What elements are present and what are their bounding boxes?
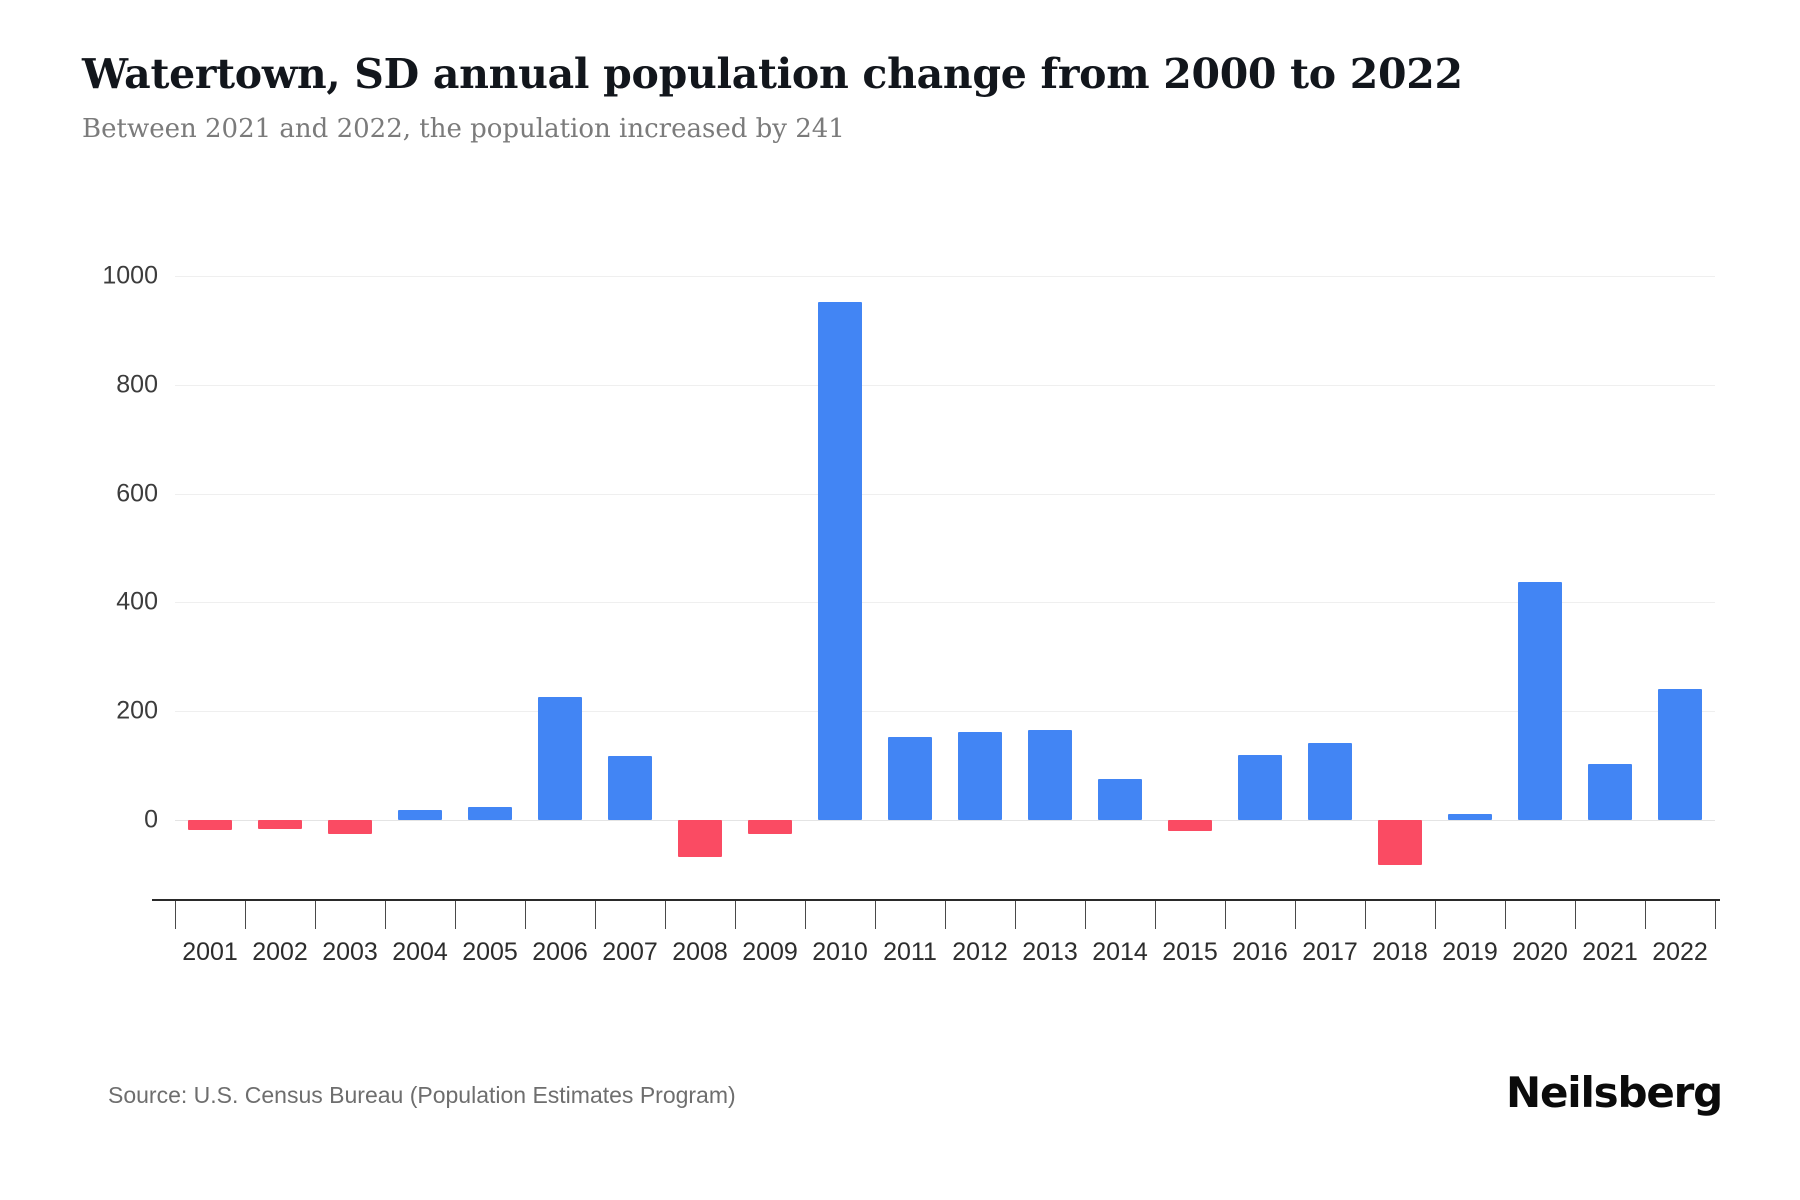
x-axis-label-2015: 2015: [1162, 938, 1218, 966]
x-axis-label-2011: 2011: [883, 938, 937, 966]
x-axis-tick: [1715, 901, 1716, 929]
x-axis-label-2001: 2001: [182, 938, 238, 966]
x-axis-label-2020: 2020: [1512, 938, 1568, 966]
x-axis-label-2009: 2009: [742, 938, 798, 966]
y-axis-tick-label: 600: [116, 479, 158, 508]
gridline: [175, 276, 1715, 277]
x-axis-label-2014: 2014: [1092, 938, 1148, 966]
bar-2016[interactable]: [1238, 755, 1282, 820]
bar-2002[interactable]: [258, 820, 302, 830]
x-axis-label-2005: 2005: [462, 938, 518, 966]
x-axis-label-2006: 2006: [532, 938, 588, 966]
x-axis-label-2008: 2008: [672, 938, 728, 966]
x-axis-tick: [1435, 901, 1436, 929]
x-axis-tick: [385, 901, 386, 929]
x-axis-tick: [1295, 901, 1296, 929]
bar-2015[interactable]: [1168, 820, 1212, 832]
gridline: [175, 602, 1715, 604]
gridline: [175, 711, 1715, 713]
x-axis-tick: [455, 901, 456, 929]
bar-2014[interactable]: [1098, 778, 1142, 820]
bar-2003[interactable]: [328, 820, 372, 835]
bar-2011[interactable]: [888, 736, 932, 820]
bar-2018[interactable]: [1378, 820, 1422, 866]
brand-logo: Neilsberg: [1506, 1068, 1723, 1117]
x-axis-tick: [945, 901, 946, 929]
x-axis-line: [152, 899, 1720, 901]
y-axis-tick-label: 1000: [102, 261, 158, 290]
bar-2008[interactable]: [678, 820, 722, 857]
bar-2004[interactable]: [398, 810, 442, 820]
x-axis-label-2018: 2018: [1372, 938, 1428, 966]
x-axis-label-2016: 2016: [1232, 938, 1288, 966]
x-axis-tick: [1225, 901, 1226, 929]
x-axis-tick: [665, 901, 666, 929]
bar-2001[interactable]: [188, 820, 232, 830]
chart-subtitle: Between 2021 and 2022, the population in…: [82, 114, 845, 145]
x-axis-tick: [1645, 901, 1646, 929]
bar-2005[interactable]: [468, 806, 512, 820]
x-axis-label-2021: 2021: [1582, 938, 1638, 966]
x-axis-tick: [315, 901, 316, 929]
bar-2006[interactable]: [538, 697, 582, 820]
x-axis-label-2002: 2002: [252, 938, 308, 966]
x-axis-tick: [245, 901, 246, 929]
x-axis-tick: [1015, 901, 1016, 929]
bar-series: [175, 0, 1715, 1200]
x-axis-tick: [1155, 901, 1156, 929]
x-axis-tick: [1365, 901, 1366, 929]
x-axis-tick: [735, 901, 736, 929]
bar-2012[interactable]: [958, 732, 1002, 820]
x-axis-label-2013: 2013: [1022, 938, 1078, 966]
source-note: Source: U.S. Census Bureau (Population E…: [108, 1082, 736, 1108]
y-axis-tick-label: 400: [116, 587, 158, 616]
x-axis-tick: [875, 901, 876, 929]
gridline: [175, 384, 1715, 386]
x-axis-label-2022: 2022: [1652, 938, 1708, 966]
x-axis-tick: [1085, 901, 1086, 929]
bar-2020[interactable]: [1518, 582, 1562, 820]
x-axis-label-2007: 2007: [602, 938, 658, 966]
gridline: [175, 493, 1715, 495]
bar-2021[interactable]: [1588, 763, 1632, 820]
bar-2017[interactable]: [1308, 742, 1352, 820]
y-axis-tick-label: 800: [116, 370, 158, 399]
x-axis-label-2010: 2010: [812, 938, 868, 966]
bar-2013[interactable]: [1028, 730, 1072, 820]
chart-header: Watertown, SD annual population change f…: [82, 50, 1682, 146]
x-axis-label-2003: 2003: [322, 938, 378, 966]
page-title: Watertown, SD annual population change f…: [82, 50, 1463, 98]
bar-2022[interactable]: [1658, 688, 1702, 820]
x-axis-label-2012: 2012: [952, 938, 1008, 966]
x-axis-label-2017: 2017: [1302, 938, 1358, 966]
zero-baseline: [175, 820, 1715, 821]
bar-2010[interactable]: [818, 302, 862, 820]
bar-2019[interactable]: [1448, 814, 1492, 820]
x-axis-label-2019: 2019: [1442, 938, 1498, 966]
x-axis-tick: [805, 901, 806, 929]
x-axis-tick: [175, 901, 176, 929]
x-axis-tick: [595, 901, 596, 929]
x-axis-tick: [525, 901, 526, 929]
x-axis-label-2004: 2004: [392, 938, 448, 966]
bar-2009[interactable]: [748, 820, 792, 834]
x-axis-tick: [1505, 901, 1506, 929]
x-axis-tick: [1575, 901, 1576, 929]
bar-2007[interactable]: [608, 755, 652, 820]
y-axis-tick-label: 200: [116, 696, 158, 725]
y-axis-tick-label: 0: [144, 805, 158, 834]
